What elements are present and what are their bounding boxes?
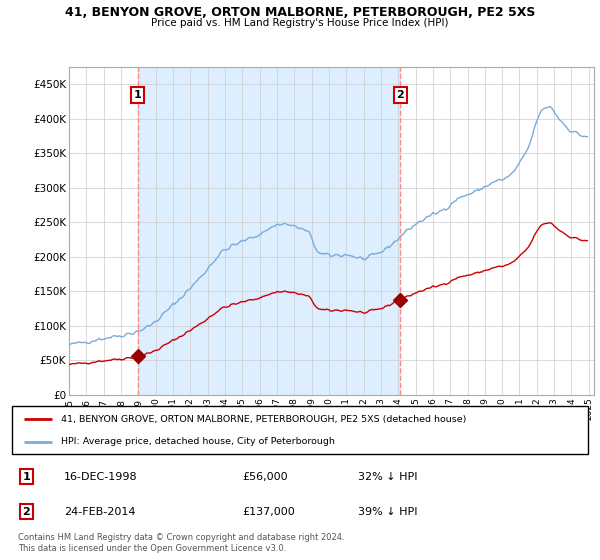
Text: Contains HM Land Registry data © Crown copyright and database right 2024.: Contains HM Land Registry data © Crown c…: [18, 533, 344, 542]
Text: 41, BENYON GROVE, ORTON MALBORNE, PETERBOROUGH, PE2 5XS (detached house): 41, BENYON GROVE, ORTON MALBORNE, PETERB…: [61, 415, 466, 424]
Text: Price paid vs. HM Land Registry's House Price Index (HPI): Price paid vs. HM Land Registry's House …: [151, 18, 449, 28]
Text: 2: 2: [23, 507, 30, 517]
Text: HPI: Average price, detached house, City of Peterborough: HPI: Average price, detached house, City…: [61, 437, 335, 446]
Text: £137,000: £137,000: [242, 507, 295, 517]
Text: 39% ↓ HPI: 39% ↓ HPI: [358, 507, 417, 517]
Text: 1: 1: [23, 472, 30, 482]
Text: 2: 2: [397, 90, 404, 100]
Text: 41, BENYON GROVE, ORTON MALBORNE, PETERBOROUGH, PE2 5XS: 41, BENYON GROVE, ORTON MALBORNE, PETERB…: [65, 6, 535, 18]
Bar: [137, 67, 400, 395]
Text: 24-FEB-2014: 24-FEB-2014: [64, 507, 136, 517]
Text: This data is licensed under the Open Government Licence v3.0.: This data is licensed under the Open Gov…: [18, 544, 286, 553]
FancyBboxPatch shape: [12, 406, 588, 454]
Text: £56,000: £56,000: [242, 472, 288, 482]
Text: 16-DEC-1998: 16-DEC-1998: [64, 472, 137, 482]
Text: 32% ↓ HPI: 32% ↓ HPI: [358, 472, 417, 482]
Text: 1: 1: [134, 90, 142, 100]
